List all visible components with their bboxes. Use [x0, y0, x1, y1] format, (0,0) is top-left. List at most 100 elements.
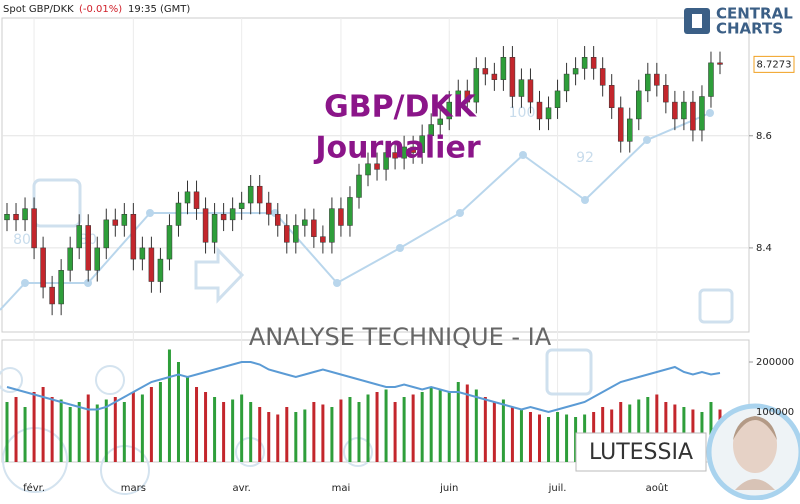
volume-bar: [321, 404, 325, 462]
candle-body: [166, 225, 173, 260]
candle-body: [699, 96, 705, 131]
volume-bar: [231, 399, 235, 462]
watermark-label: 80: [13, 232, 31, 248]
volume-bar: [240, 394, 244, 462]
volume-bar: [14, 397, 18, 462]
volume-bar: [167, 349, 171, 462]
candle-body: [446, 101, 452, 120]
volume-bar: [393, 402, 397, 462]
candle-body: [238, 202, 245, 209]
candle-body: [112, 219, 119, 226]
candle-body: [437, 118, 443, 125]
volume-bar: [420, 392, 424, 462]
watermark-icon: [32, 178, 82, 228]
volume-bar: [86, 394, 90, 462]
candle-body: [13, 214, 19, 221]
candle-body: [275, 214, 281, 226]
watermark-icon: [545, 348, 593, 396]
candle-body: [148, 247, 155, 282]
candle-body: [4, 214, 10, 221]
candle-body: [139, 247, 146, 260]
candle-body: [410, 146, 416, 153]
candle-body: [40, 247, 46, 288]
volume-bar: [5, 402, 9, 462]
volume-bar: [339, 399, 343, 462]
y-tick-label: 8.4: [756, 243, 772, 254]
volume-bar: [366, 394, 370, 462]
candle-body: [545, 107, 552, 120]
watermark-label: 92: [576, 150, 594, 166]
candle-body: [608, 85, 615, 108]
badge: LUTESSIA: [589, 440, 693, 465]
watermark-line: [0, 112, 711, 311]
candle-body: [293, 225, 299, 243]
volume-bar: [483, 397, 487, 462]
candle-body: [211, 214, 218, 243]
volume-bar: [429, 387, 433, 462]
volume-bar: [186, 377, 190, 462]
volume-bar: [158, 382, 162, 462]
volume-bar: [195, 387, 199, 462]
volume-bar: [438, 389, 442, 462]
volume-bar: [23, 407, 27, 462]
volume-bar: [267, 412, 271, 462]
candle-body: [500, 57, 507, 80]
volume-bar: [204, 392, 208, 462]
volume-bar: [222, 402, 226, 462]
candle-body: [383, 152, 389, 170]
volume-bar: [465, 384, 469, 462]
volume-bar: [113, 397, 117, 462]
candle-body: [590, 57, 597, 69]
avatar-face: [733, 417, 777, 473]
banner: ANALYSE TECHNIQUE - IA: [249, 323, 552, 351]
volume-bar: [32, 392, 36, 462]
candle-body: [184, 191, 191, 204]
volume-bar: [447, 392, 451, 462]
volume-bar: [492, 402, 496, 462]
volume-bar: [104, 399, 108, 462]
volume-bar: [357, 402, 361, 462]
candle-body: [329, 208, 335, 243]
watermark-points: [21, 109, 714, 287]
x-tick-label: août: [646, 482, 669, 494]
price-panel: [1, 17, 750, 333]
candle-body: [419, 135, 425, 153]
volume-bar: [294, 412, 298, 462]
last-price: 8.7273: [757, 59, 792, 70]
volume-bar: [646, 397, 650, 462]
volume-bar: [384, 389, 388, 462]
candle-body: [572, 68, 579, 75]
candle-body: [663, 85, 669, 103]
candle-body: [356, 174, 362, 198]
candle-body: [347, 197, 353, 226]
candle-body: [428, 124, 434, 136]
volume-bar: [637, 399, 641, 462]
volume-bar: [285, 407, 289, 462]
x-tick-label: févr.: [23, 482, 45, 494]
logo-text: CENTRAL: [716, 5, 793, 23]
y-tick-label: 8.6: [756, 131, 772, 142]
volume-bar: [303, 409, 307, 462]
candle-body: [265, 202, 272, 215]
volume-bar: [50, 397, 54, 462]
volume-bar: [402, 397, 406, 462]
candle-body: [491, 73, 498, 80]
candle-body: [284, 225, 290, 243]
volume-bar: [565, 414, 569, 462]
watermark-hexagons: [0, 365, 373, 495]
candle-body: [509, 57, 516, 97]
candle-body: [708, 62, 714, 97]
volume-bar: [276, 414, 280, 462]
volume-bar: [68, 407, 72, 462]
candle-body: [527, 79, 534, 103]
x-tick-label: avr.: [232, 483, 250, 494]
candle-body: [256, 185, 263, 204]
candle-body: [103, 219, 110, 249]
grid: [2, 18, 749, 462]
watermark-label: 100: [509, 105, 536, 121]
candle-body: [311, 219, 317, 237]
volume-bar: [547, 417, 551, 462]
candle-body: [681, 101, 687, 120]
candle-body: [157, 258, 164, 282]
